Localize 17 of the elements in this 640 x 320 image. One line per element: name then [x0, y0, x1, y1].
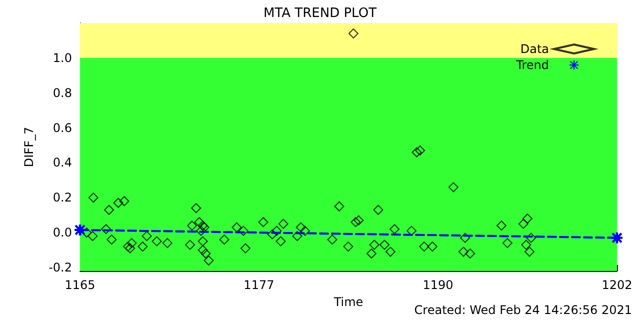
legend-label: Data: [520, 42, 549, 56]
y-tick-label: 0.4: [52, 156, 72, 170]
x-tick-label: 1190: [422, 278, 454, 292]
x-tick-label: 1165: [64, 278, 96, 292]
y-tick-label: 0.0: [52, 226, 72, 240]
y-tick-label: 0.6: [52, 120, 72, 135]
y-tick-label: 0.8: [52, 86, 72, 100]
chart-title: MTA TREND PLOT: [263, 6, 377, 21]
text: Created: Wed Feb 24 14:26:56 2021: [414, 303, 632, 317]
x-axis-title: Time: [332, 294, 364, 309]
x-tick-label: 1202: [602, 278, 632, 292]
y-axis-title: DIFF_7: [22, 126, 36, 168]
y-tick-label: 0.2: [52, 190, 72, 205]
y-tick-label: -0.2: [48, 260, 72, 275]
legend-label: Trend: [515, 58, 549, 72]
y-tick-label: 1.0: [52, 50, 72, 65]
x-tick-label: 1177: [244, 278, 274, 292]
